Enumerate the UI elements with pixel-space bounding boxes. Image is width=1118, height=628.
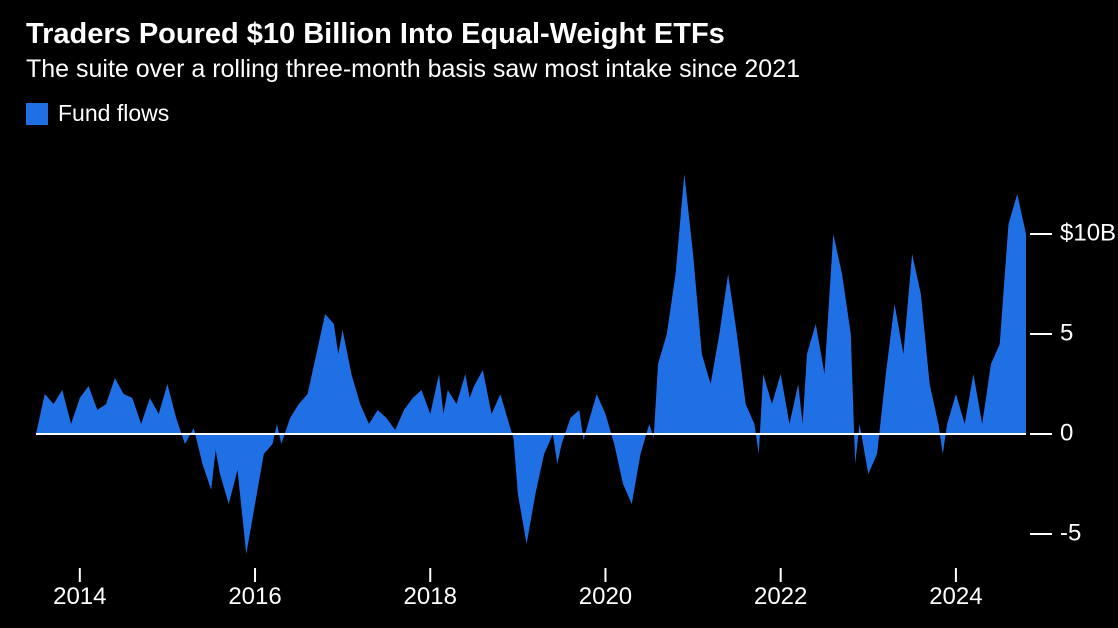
chart-plot-area: -5 0 5 $10B 2014 2016 2018 2020 2022 2024 — [26, 164, 1118, 604]
y-tick-label: 5 — [1060, 319, 1073, 346]
x-tick-label: 2018 — [404, 583, 457, 604]
legend: Fund flows — [26, 100, 1092, 127]
y-tick-label: 0 — [1060, 419, 1073, 446]
series-area — [36, 174, 1026, 554]
legend-swatch — [26, 103, 48, 125]
chart-svg: -5 0 5 $10B 2014 2016 2018 2020 2022 2024 — [26, 164, 1118, 604]
chart-container: Traders Poured $10 Billion Into Equal-We… — [0, 0, 1118, 628]
x-tick-label: 2024 — [929, 583, 982, 604]
x-tick-label: 2014 — [53, 583, 106, 604]
chart-subtitle: The suite over a rolling three-month bas… — [26, 55, 1092, 84]
x-tick-label: 2020 — [579, 583, 632, 604]
y-tick-label: -5 — [1060, 519, 1081, 546]
chart-title: Traders Poured $10 Billion Into Equal-We… — [26, 18, 1092, 51]
x-tick-label: 2022 — [754, 583, 807, 604]
y-tick-label: $10B — [1060, 219, 1116, 246]
legend-label: Fund flows — [58, 100, 169, 127]
x-tick-label: 2016 — [228, 583, 281, 604]
